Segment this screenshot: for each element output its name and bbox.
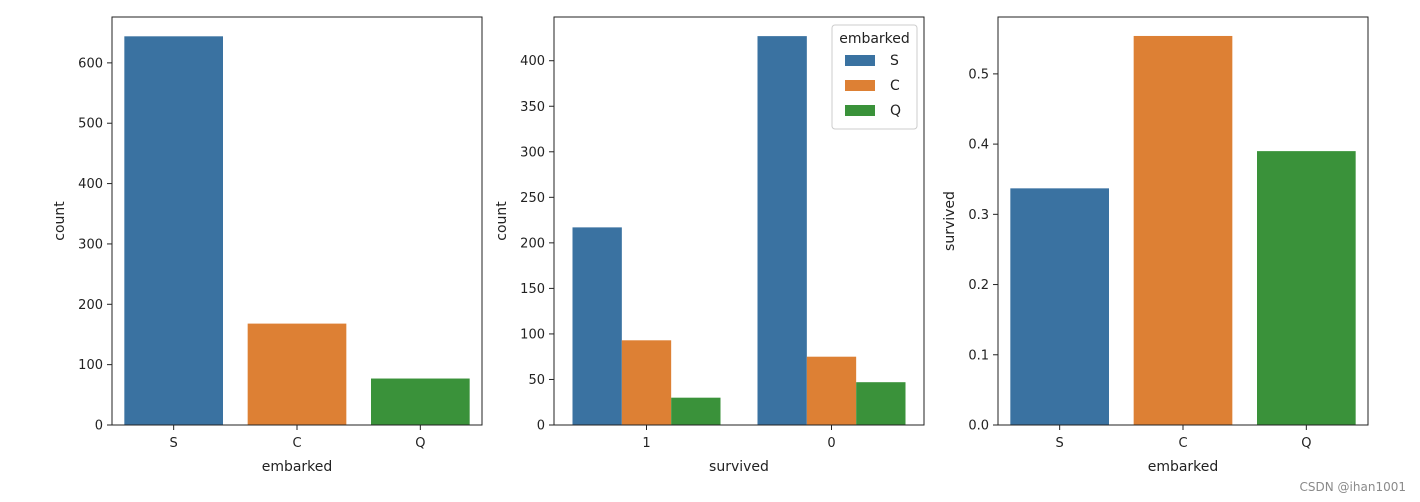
y-tick-label: 0.0 xyxy=(968,419,989,434)
y-tick-label: 500 xyxy=(78,117,103,132)
legend: embarked SCQ xyxy=(831,24,918,130)
y-tick-label: 100 xyxy=(520,327,545,342)
bar-0-Q xyxy=(856,382,906,425)
y-tick-label: 350 xyxy=(520,100,545,115)
bar-0-C xyxy=(806,356,857,425)
y-tick-label: 0 xyxy=(95,419,103,434)
y-tick-label: 200 xyxy=(78,298,103,313)
y-axis-label: count xyxy=(494,201,510,241)
legend-swatch-C xyxy=(845,80,875,91)
y-tick-label: 300 xyxy=(520,145,545,160)
y-tick-label: 0.3 xyxy=(968,208,989,223)
bar-S xyxy=(124,36,223,426)
bar-0-S xyxy=(757,36,807,425)
bar-Q xyxy=(1257,151,1356,425)
x-tick-label: S xyxy=(170,436,178,451)
x-axis-label: embarked xyxy=(1148,459,1219,475)
x-tick-label: C xyxy=(1178,436,1187,451)
x-axis-label: embarked xyxy=(262,459,333,475)
plot-frame xyxy=(553,16,925,426)
bar-1-C xyxy=(621,340,672,425)
y-axis-label: survived xyxy=(942,191,958,251)
x-tick-label: C xyxy=(292,436,301,451)
legend-box xyxy=(831,24,918,130)
x-tick-label: 0 xyxy=(827,436,835,451)
y-tick-label: 0.1 xyxy=(968,348,989,363)
y-tick-label: 0.2 xyxy=(968,278,989,293)
bar-1-S xyxy=(572,227,622,425)
bar-1-Q xyxy=(671,397,721,425)
bar-Q xyxy=(371,378,470,425)
x-axis-label: survived xyxy=(709,459,769,475)
legend-label-C: C xyxy=(890,78,900,94)
legend-swatch-Q xyxy=(845,105,875,116)
x-tick-label: Q xyxy=(1301,436,1311,451)
y-axis-label: count xyxy=(52,201,68,241)
bar-C xyxy=(1133,35,1233,425)
chart-panel-2: 0 50 100 150 200 250 300 350 400 1 0 survived count e… xyxy=(494,16,925,475)
y-tick-label: 0 xyxy=(537,419,545,434)
x-tick-label: Q xyxy=(415,436,425,451)
watermark: CSDN @ihan1001 xyxy=(1299,480,1406,494)
y-tick-label: 50 xyxy=(528,373,545,388)
bar-S xyxy=(1010,188,1109,425)
y-tick-label: 400 xyxy=(78,177,103,192)
y-tick-label: 0.4 xyxy=(968,138,989,153)
y-tick-label: 400 xyxy=(520,54,545,69)
x-tick-label: 1 xyxy=(642,436,650,451)
y-tick-label: 300 xyxy=(78,237,103,252)
bar-C xyxy=(247,323,347,425)
legend-label-Q: Q xyxy=(890,103,901,119)
legend-swatch-S xyxy=(845,55,875,66)
y-tick-label: 600 xyxy=(78,56,103,71)
y-tick-label: 0.5 xyxy=(968,67,989,82)
legend-label-S: S xyxy=(890,53,899,69)
x-tick-label: S xyxy=(1056,436,1064,451)
legend-title: embarked xyxy=(839,31,910,47)
y-tick-label: 100 xyxy=(78,358,103,373)
y-tick-label: 200 xyxy=(520,236,545,251)
y-tick-label: 250 xyxy=(520,191,545,206)
y-tick-label: 150 xyxy=(520,282,545,297)
